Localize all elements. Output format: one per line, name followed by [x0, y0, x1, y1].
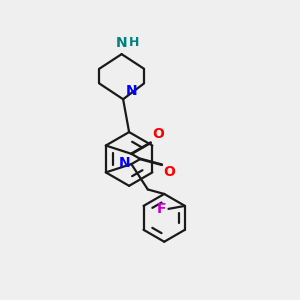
Text: F: F: [157, 202, 166, 216]
Text: N: N: [116, 36, 127, 50]
Text: O: O: [164, 165, 175, 179]
Text: O: O: [152, 127, 164, 141]
Text: N: N: [126, 84, 138, 98]
Text: H: H: [129, 36, 140, 49]
Text: N: N: [118, 157, 130, 170]
